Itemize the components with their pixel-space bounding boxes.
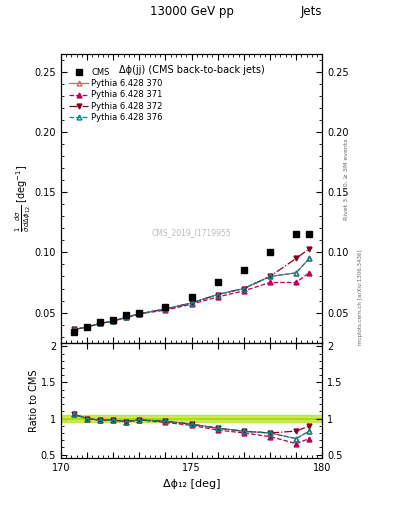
Text: mcplots.cern.ch [arXiv:1306.3436]: mcplots.cern.ch [arXiv:1306.3436] <box>358 249 363 345</box>
Text: 13000 GeV pp: 13000 GeV pp <box>150 5 233 18</box>
Text: CMS_2019_I1719955: CMS_2019_I1719955 <box>152 228 231 238</box>
Bar <box>61 415 322 422</box>
Text: Δϕ(jj) (CMS back-to-back jets): Δϕ(jj) (CMS back-to-back jets) <box>119 66 264 75</box>
Legend: CMS, Pythia 6.428 370, Pythia 6.428 371, Pythia 6.428 372, Pythia 6.428 376: CMS, Pythia 6.428 370, Pythia 6.428 371,… <box>68 67 164 123</box>
X-axis label: Δϕ₁₂ [deg]: Δϕ₁₂ [deg] <box>163 479 220 488</box>
Y-axis label: $\frac{1}{\bar{\sigma}}\frac{d\sigma}{d\Delta\phi_{12}}$ [deg$^{-1}$]: $\frac{1}{\bar{\sigma}}\frac{d\sigma}{d\… <box>14 164 33 232</box>
Text: Rivet 3.1.10, ≥ 3M events: Rivet 3.1.10, ≥ 3M events <box>344 138 349 220</box>
Y-axis label: Ratio to CMS: Ratio to CMS <box>29 369 39 432</box>
Text: Jets: Jets <box>301 5 322 18</box>
